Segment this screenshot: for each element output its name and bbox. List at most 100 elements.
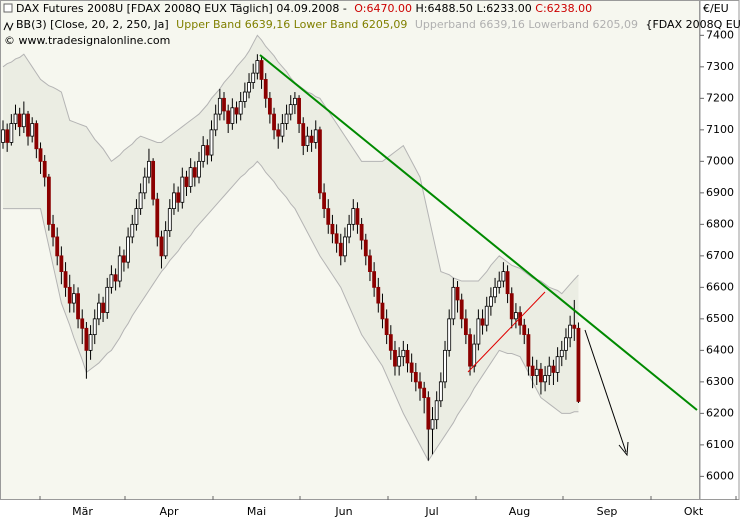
candle-body xyxy=(272,113,276,131)
indicator-line: BB(3) [Close, 20, 2, 250, Ja] Upper Band… xyxy=(16,18,740,31)
candle-body xyxy=(443,349,447,383)
candle-body xyxy=(71,293,76,304)
y-tick-label: 7300 xyxy=(706,60,734,73)
y-tick-label: 6100 xyxy=(706,438,734,451)
candle-body xyxy=(334,233,339,244)
y-tick-label: 6700 xyxy=(706,249,734,262)
ohlc-low: L:6233.00 xyxy=(476,2,531,15)
y-tick-label: 7000 xyxy=(706,154,734,167)
candle-body xyxy=(192,167,197,178)
x-tick-label: Aug xyxy=(509,505,530,518)
candle-body xyxy=(472,343,477,367)
candle-body xyxy=(343,236,347,257)
x-tick-label: Sep xyxy=(597,505,618,518)
candle-body xyxy=(255,60,260,74)
candle-body xyxy=(351,208,356,225)
candle-body xyxy=(67,286,72,304)
candle-body xyxy=(468,334,472,367)
candle-body xyxy=(539,368,543,383)
candle-body xyxy=(180,176,185,203)
candle-body xyxy=(376,286,381,304)
candle-body xyxy=(213,113,218,131)
y-axis: 6000 6100 6200 6300 6400 6500 6600 6700 6800 6900… xyxy=(700,28,734,482)
candle-body xyxy=(280,123,285,137)
y-tick-label: 7100 xyxy=(706,123,734,136)
x-axis: Mär Apr Mai Jun Jul Aug Sep Okt xyxy=(39,496,737,518)
candle-body xyxy=(355,208,360,225)
candle-body xyxy=(21,113,26,128)
candle-body xyxy=(326,208,331,225)
candle-body xyxy=(322,192,326,209)
candles xyxy=(1,54,581,461)
candle-body xyxy=(46,176,51,225)
candle-body xyxy=(38,148,43,162)
y-tick-label: 6400 xyxy=(706,343,734,356)
upper-band xyxy=(2,34,579,295)
candle-body xyxy=(543,375,547,383)
candle-body xyxy=(267,97,272,115)
candle-body xyxy=(522,324,527,336)
y-axis-area xyxy=(699,0,740,500)
candle-body xyxy=(76,293,80,320)
y-tick-label: 6300 xyxy=(706,375,734,388)
candle-body xyxy=(34,123,39,150)
candle-body xyxy=(313,129,318,143)
candle-body xyxy=(151,160,156,200)
header-line: DAX Futures 2008U [FDAX 2008Q EUX Täglic… xyxy=(16,2,592,15)
candle-body xyxy=(184,176,189,187)
candle-body xyxy=(497,280,502,288)
candle-body xyxy=(368,255,372,273)
ohlc-high: H:6488.50 xyxy=(415,2,472,15)
candle-body xyxy=(176,192,181,203)
candle-body xyxy=(147,160,151,178)
y-tick-label: 7200 xyxy=(706,91,734,104)
y-tick-label: 6500 xyxy=(706,312,734,325)
band-fill xyxy=(3,35,579,461)
candle-body xyxy=(122,255,126,263)
candle-body xyxy=(380,302,385,320)
indicator-values-alt: Upperband 6639,16 Lowerband 6205,09 xyxy=(415,18,638,31)
candle-body xyxy=(51,223,55,238)
candle-body xyxy=(259,60,264,80)
candle-body xyxy=(238,101,243,115)
candle-body xyxy=(234,107,239,115)
candle-body xyxy=(488,296,493,307)
candle-body xyxy=(97,302,101,320)
candle-body xyxy=(105,286,110,313)
candle-body xyxy=(5,129,10,143)
title: DAX Futures 2008U [FDAX 2008Q EUX Täglic… xyxy=(16,2,347,15)
candle-body xyxy=(30,123,35,137)
x-tick-label: Okt xyxy=(684,505,704,518)
candle-body xyxy=(284,113,289,124)
candle-body xyxy=(188,167,193,187)
candle-body xyxy=(384,318,389,336)
candle-body xyxy=(113,274,118,282)
candle-body xyxy=(209,129,214,156)
y-tick-label: 7400 xyxy=(706,28,734,41)
candle-body xyxy=(318,129,322,194)
candle-body xyxy=(134,208,139,225)
candle-body xyxy=(309,135,314,143)
candle-body xyxy=(493,286,497,298)
candle-body xyxy=(363,239,368,257)
candle-body xyxy=(447,318,452,351)
candle-body xyxy=(247,82,251,93)
candle-body xyxy=(9,123,14,143)
candle-body xyxy=(1,129,5,143)
candle-body xyxy=(438,381,443,402)
bollinger-bands xyxy=(2,34,579,462)
candle-body xyxy=(422,387,427,399)
candle-body xyxy=(555,356,560,373)
candle-body xyxy=(172,192,176,209)
candle-body xyxy=(222,97,226,112)
y-tick-label: 6800 xyxy=(706,217,734,230)
candle-body xyxy=(430,419,435,430)
candle-body xyxy=(242,91,247,102)
candle-body xyxy=(568,324,573,339)
indicator-name: BB(3) [Close, 20, 2, 250, Ja] xyxy=(16,18,169,31)
trend-line xyxy=(259,54,698,411)
candle-body xyxy=(142,176,147,194)
candle-body xyxy=(117,255,122,282)
arrow-shaft xyxy=(584,329,627,453)
candle-body xyxy=(301,123,306,146)
